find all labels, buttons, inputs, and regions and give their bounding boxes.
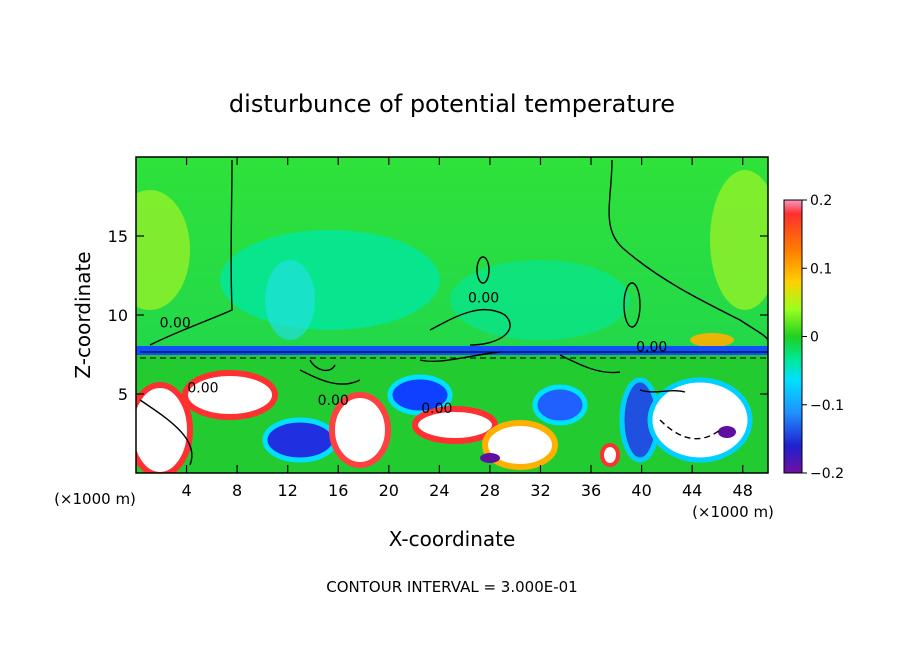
contour-label: 0.00 xyxy=(187,380,218,396)
x-axis: 4 8 12 16 20 24 28 32 36 40 44 48 xyxy=(181,157,753,500)
x-tick-label: 44 xyxy=(682,481,702,500)
x-tick-label: 32 xyxy=(530,481,550,500)
x-axis-label: X-coordinate xyxy=(389,527,516,551)
y-tick-label: 15 xyxy=(108,227,128,246)
x-tick-label: 4 xyxy=(181,481,191,500)
field-cyan-plume xyxy=(265,260,315,340)
plot-area xyxy=(136,157,768,473)
x-tick-label: 12 xyxy=(278,481,298,500)
contour-line xyxy=(659,419,721,440)
colorbar-tick-label: 0 xyxy=(810,330,819,346)
field-blob xyxy=(647,377,753,463)
y-tick-label: 5 xyxy=(118,385,128,404)
field-blob xyxy=(182,370,278,420)
contour-line xyxy=(419,351,501,363)
contour-lines xyxy=(139,159,768,466)
x-tick-label: 48 xyxy=(733,481,753,500)
contour-line xyxy=(623,282,641,328)
contour-line xyxy=(476,256,490,284)
contour-line xyxy=(139,399,193,466)
contour-interval-note: CONTOUR INTERVAL = 3.000E-01 xyxy=(326,578,577,596)
x-tick-label: 28 xyxy=(480,481,500,500)
field-blob xyxy=(482,420,558,470)
colorbar-ticks: 0.2 0.1 0 −0.1 −0.2 xyxy=(802,193,844,482)
contour-line xyxy=(149,159,233,346)
contour-line xyxy=(309,359,336,372)
x-unit-right: (×1000 m) xyxy=(692,503,774,521)
x-tick-label: 16 xyxy=(328,481,348,500)
y-axis: 5 10 15 xyxy=(108,227,768,404)
colorbar-tick-label: 0.1 xyxy=(810,261,832,277)
x-tick-label: 36 xyxy=(581,481,601,500)
contour-label-layer: 0.00 0.00 0.00 0.00 0.00 0.00 xyxy=(160,290,668,417)
x-tick-label: 8 xyxy=(232,481,242,500)
y-tick-label: 10 xyxy=(108,306,128,325)
field-blob xyxy=(600,443,620,467)
field-blob xyxy=(532,384,588,426)
contour-line xyxy=(608,159,768,341)
contour-line xyxy=(639,389,686,393)
colorbar-tick-label: −0.1 xyxy=(810,398,844,414)
contour-line xyxy=(299,369,361,385)
contour-line xyxy=(429,309,511,346)
x-tick-label: 24 xyxy=(429,481,449,500)
field-yellowgreen-right xyxy=(710,170,768,310)
field-blob xyxy=(387,374,453,416)
field-orange-spot xyxy=(690,333,734,347)
y-axis-label: Z-coordinate xyxy=(71,251,95,378)
field-blob xyxy=(136,382,193,473)
field-yellowgreen-left xyxy=(136,190,190,310)
field-blob xyxy=(262,417,338,463)
contour-label: 0.00 xyxy=(318,393,349,409)
field-blob xyxy=(412,406,498,444)
field-blob xyxy=(480,453,500,463)
contour-label: 0.00 xyxy=(636,339,667,355)
x-tick-label: 40 xyxy=(631,481,651,500)
colorbar-tick-label: 0.2 xyxy=(810,193,832,209)
field-boundary-band xyxy=(136,346,768,356)
contour-label: 0.00 xyxy=(468,290,499,306)
field-teal-right xyxy=(450,260,630,340)
contour-label: 0.00 xyxy=(160,316,191,332)
colorbar-tick-label: −0.2 xyxy=(810,466,844,482)
x-unit-left: (×1000 m) xyxy=(54,490,136,508)
x-tick-label: 20 xyxy=(379,481,399,500)
contour-label: 0.00 xyxy=(421,401,452,417)
colorbar xyxy=(783,199,803,474)
field-teal-center xyxy=(220,230,440,330)
chart-title: disturbunce of potential temperature xyxy=(229,90,675,118)
field-blob xyxy=(718,426,736,438)
field-blob xyxy=(329,392,391,468)
